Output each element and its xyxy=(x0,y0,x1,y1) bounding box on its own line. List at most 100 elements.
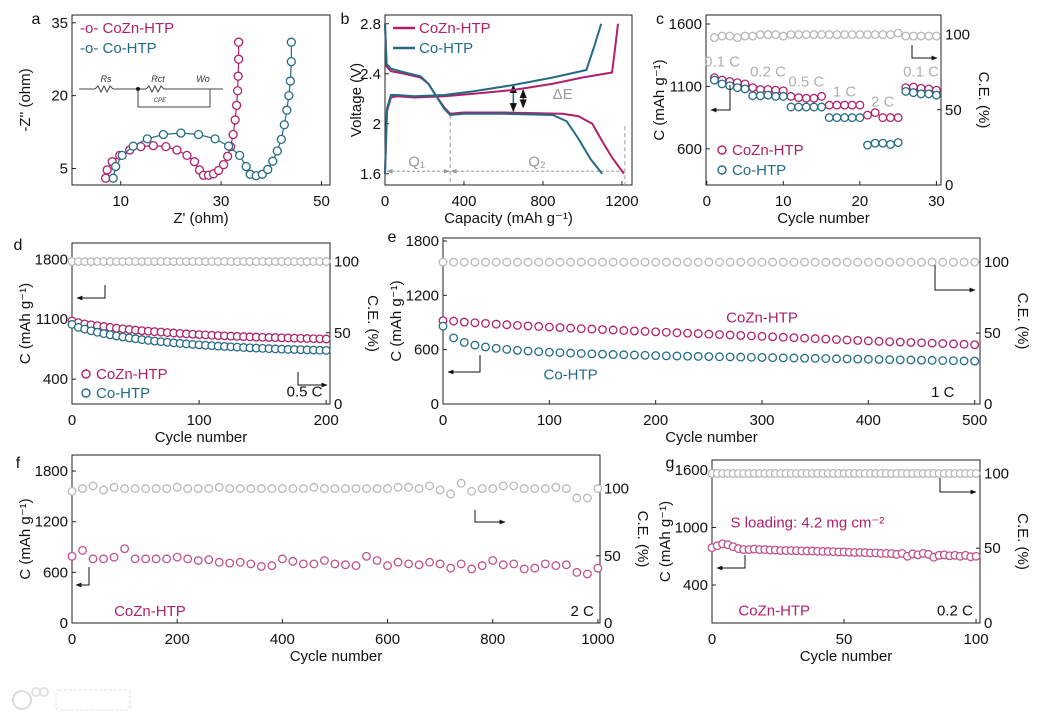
y-tick-label: 2.8 xyxy=(360,16,381,33)
x-tick-label: 0 xyxy=(703,193,711,210)
data-point xyxy=(931,90,941,100)
data-point xyxy=(449,257,459,267)
data-point xyxy=(801,30,811,40)
y2-tick-label: 0 xyxy=(984,615,992,632)
x-tick-label: 400 xyxy=(856,412,881,429)
data-point xyxy=(959,356,969,366)
x-axis-label: Z' (ohm) xyxy=(173,210,228,227)
data-point xyxy=(172,145,182,155)
data-point xyxy=(309,482,319,492)
data-point xyxy=(130,554,140,564)
legend-label: CoZn-HTP xyxy=(96,366,168,383)
right-axis-indicator-arrow xyxy=(911,45,938,61)
annotation: 2 C xyxy=(570,603,594,620)
x-axis-label: Cycle number xyxy=(290,648,383,665)
y2-axis-label: C.E. (%) xyxy=(634,511,651,568)
right-axis-indicator-arrow xyxy=(297,372,328,388)
data-point xyxy=(544,257,554,267)
data-point xyxy=(449,316,459,326)
data-point xyxy=(847,100,857,110)
data-point xyxy=(824,100,834,110)
data-point xyxy=(233,37,244,47)
data-point xyxy=(372,556,382,565)
data-point xyxy=(768,353,778,363)
data-point xyxy=(917,355,926,365)
y2-tick-label: 0 xyxy=(604,615,612,632)
data-point xyxy=(916,89,926,99)
data-point xyxy=(842,257,852,267)
data-point xyxy=(800,353,809,363)
data-point xyxy=(842,335,852,345)
data-point xyxy=(117,150,127,161)
legend-marker xyxy=(81,388,91,398)
data-point xyxy=(512,320,522,330)
data-point xyxy=(214,482,224,492)
data-point xyxy=(768,257,778,267)
data-point xyxy=(502,344,512,354)
plot-frame xyxy=(71,14,331,186)
data-point xyxy=(948,257,958,267)
data-point xyxy=(740,31,750,41)
data-point xyxy=(824,113,834,123)
data-point xyxy=(672,328,682,338)
data-point xyxy=(438,257,448,267)
data-point xyxy=(362,551,371,561)
data-point xyxy=(519,564,529,574)
data-point xyxy=(778,257,788,267)
data-point xyxy=(449,333,459,343)
data-point xyxy=(693,351,703,361)
data-point xyxy=(459,257,469,267)
data-point xyxy=(540,484,550,494)
data-point xyxy=(794,30,804,40)
data-point xyxy=(886,113,895,123)
data-point xyxy=(901,31,911,41)
data-point xyxy=(176,128,186,138)
panel-b: b 0 400 800 1200 1.6 2 2.4 2.8 Capacity (mAh g⁻¹)… xyxy=(341,11,639,227)
panel-letter: d xyxy=(14,237,23,254)
data-point xyxy=(893,138,903,148)
plot-frame xyxy=(711,459,981,624)
data-point xyxy=(566,323,576,333)
data-point xyxy=(330,559,340,569)
data-point xyxy=(572,493,582,503)
data-point xyxy=(161,141,171,152)
data-point xyxy=(740,84,750,94)
data-point xyxy=(193,129,204,140)
circuit-label: Rs xyxy=(101,74,112,84)
y-tick-label: 1800 xyxy=(35,463,68,480)
data-point xyxy=(582,569,592,579)
x-tick-label: 100 xyxy=(187,412,212,429)
data-point xyxy=(906,257,916,267)
data-point xyxy=(757,257,767,267)
data-point xyxy=(142,134,152,144)
panel-f: f0 200 400 600 800 1000060012001800050100Cycl… xyxy=(16,454,651,665)
series-cozn-htp xyxy=(67,316,331,344)
data-point xyxy=(757,353,767,362)
annotation: Co-HTP xyxy=(544,367,598,384)
data-point xyxy=(748,91,758,101)
data-point xyxy=(885,257,895,267)
data-point xyxy=(683,351,693,361)
data-point xyxy=(268,156,278,166)
data-point xyxy=(267,561,277,571)
data-point xyxy=(853,257,863,267)
y-tick-label: 1000 xyxy=(675,520,708,537)
data-point xyxy=(491,319,501,329)
data-point xyxy=(235,557,245,567)
data-point xyxy=(587,257,597,267)
data-point xyxy=(438,321,448,331)
data-point xyxy=(232,86,243,96)
data-point xyxy=(959,257,969,267)
legend-marker xyxy=(81,369,91,379)
data-point xyxy=(619,350,629,360)
data-point xyxy=(128,141,138,151)
data-point xyxy=(746,331,756,341)
data-point xyxy=(593,563,603,573)
data-point xyxy=(863,110,872,120)
x-tick-label: 400 xyxy=(451,193,476,210)
x-tick-label: 200 xyxy=(643,412,668,429)
data-point xyxy=(870,30,880,40)
data-point xyxy=(810,334,820,344)
annotation: 1 C xyxy=(931,384,955,401)
y-axis-label: C (mAh g⁻¹) xyxy=(657,501,674,582)
